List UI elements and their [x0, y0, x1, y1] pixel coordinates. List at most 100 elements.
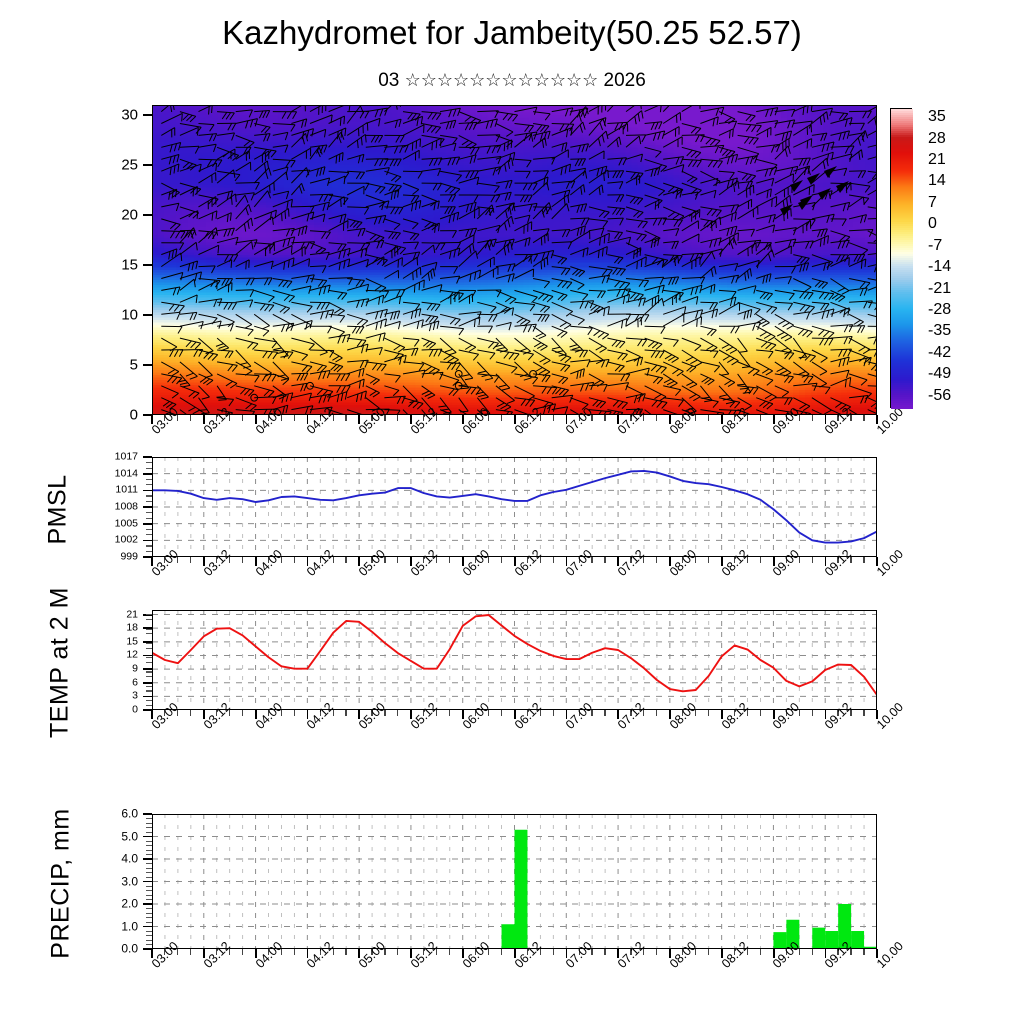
y-tick-minor	[146, 867, 152, 869]
x-axis-label: 10.00	[874, 546, 907, 579]
x-tick-minor	[682, 710, 684, 716]
x-tick-minor	[487, 949, 490, 955]
x-tick-major	[358, 710, 361, 719]
x-tick-minor	[707, 415, 710, 421]
x-tick-major	[410, 949, 413, 958]
x-tick-minor	[332, 557, 334, 563]
x-tick-minor	[539, 710, 541, 716]
x-tick-minor	[591, 710, 593, 716]
x-tick-minor	[850, 415, 852, 421]
y-tick-minor	[146, 818, 152, 820]
x-tick-minor	[371, 557, 373, 563]
x-tick-minor	[643, 949, 645, 955]
y-tick-major	[143, 556, 152, 558]
temp-2m-axis-title: TEMP at 2 M	[45, 587, 74, 738]
colorbar-tick-label: 21	[928, 151, 946, 169]
y-tick-major	[143, 925, 152, 928]
y-tick-minor	[146, 822, 152, 824]
y-tick-minor	[146, 550, 152, 553]
y-tick-minor	[146, 545, 152, 547]
y-tick-minor	[146, 614, 152, 616]
y-tick-minor	[146, 921, 152, 923]
x-tick-minor	[487, 415, 490, 421]
x-tick-major	[203, 949, 205, 958]
x-tick-minor	[850, 949, 852, 955]
y-axis-label: 4.0	[121, 851, 138, 866]
precip-bar	[786, 919, 800, 949]
x-tick-minor	[397, 710, 399, 716]
x-tick-minor	[436, 949, 438, 955]
y-tick-major	[143, 414, 152, 416]
colorbar-tick-label: 14	[928, 172, 946, 190]
x-tick-minor	[656, 415, 658, 421]
x-tick-minor	[707, 710, 710, 716]
y-tick-minor	[146, 657, 152, 659]
x-tick-minor	[177, 557, 179, 563]
y-axis-label: 3	[132, 689, 138, 702]
x-tick-minor	[539, 557, 541, 563]
temp-2m-panel	[152, 610, 877, 710]
x-tick-minor	[293, 710, 295, 716]
pmsl-plot	[152, 457, 877, 557]
x-tick-major	[151, 710, 154, 719]
y-axis-label: 0	[129, 406, 138, 424]
x-tick-minor	[604, 710, 606, 716]
y-tick-major	[143, 264, 152, 266]
x-tick-major	[720, 415, 723, 424]
y-axis-label: 9	[132, 662, 138, 675]
y-axis-label: 6.0	[121, 806, 138, 821]
colorbar-tick-label: -14	[928, 258, 952, 276]
precip-plot	[152, 814, 877, 949]
x-tick-minor	[746, 557, 749, 563]
x-tick-major	[513, 415, 516, 424]
x-tick-minor	[759, 949, 761, 955]
y-tick-minor	[146, 619, 152, 621]
y-axis-label: 5.0	[121, 829, 138, 843]
x-tick-minor	[630, 557, 632, 563]
x-tick-minor	[449, 557, 451, 563]
x-tick-minor	[332, 949, 334, 955]
grid	[152, 610, 877, 710]
precip-axis-title: PRECIP, mm	[46, 808, 75, 959]
precip-bar	[501, 924, 515, 949]
y-tick-major	[143, 835, 152, 838]
y-tick-minor	[146, 500, 152, 503]
y-tick-minor	[146, 939, 152, 941]
x-tick-minor	[707, 949, 710, 955]
x-tick-major	[462, 710, 464, 719]
x-tick-minor	[733, 949, 736, 955]
x-tick-minor	[164, 415, 166, 421]
x-tick-minor	[190, 415, 192, 421]
y-tick-major	[143, 472, 152, 475]
colorbar-tick-label: -28	[928, 301, 952, 319]
x-tick-minor	[228, 415, 231, 421]
x-tick-minor	[449, 415, 451, 421]
x-tick-minor	[345, 415, 347, 421]
x-tick-minor	[177, 710, 179, 716]
x-tick-minor	[630, 415, 632, 421]
x-tick-minor	[228, 557, 231, 563]
x-tick-minor	[552, 710, 554, 716]
precip-bar	[825, 931, 839, 949]
x-tick-minor	[500, 415, 503, 421]
y-tick-major	[143, 668, 152, 671]
x-tick-major	[565, 415, 568, 424]
x-tick-major	[203, 557, 205, 566]
colorbar-tick-label: -7	[928, 236, 943, 254]
y-axis-label: 1002	[114, 533, 138, 546]
x-tick-minor	[656, 710, 658, 716]
y-tick-major	[143, 489, 152, 492]
x-tick-major	[462, 949, 464, 958]
y-tick-minor	[146, 661, 152, 664]
x-tick-minor	[293, 949, 295, 955]
colorbar-tick-label: -21	[928, 279, 952, 297]
y-tick-minor	[146, 642, 152, 645]
x-tick-minor	[345, 557, 347, 563]
x-tick-minor	[526, 415, 528, 421]
y-axis-label: 18	[126, 621, 138, 634]
x-tick-minor	[604, 415, 606, 421]
x-tick-minor	[216, 949, 218, 955]
x-tick-minor	[746, 415, 749, 421]
x-tick-minor	[436, 415, 438, 421]
y-tick-minor	[146, 647, 152, 649]
